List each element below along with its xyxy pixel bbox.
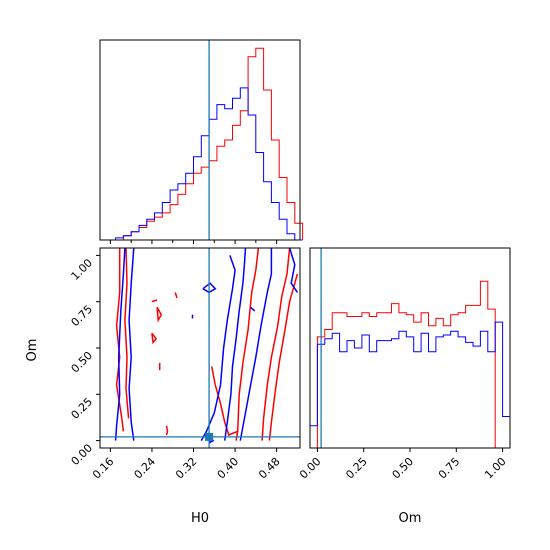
- contour-red-right-inner: [235, 247, 260, 441]
- frame-h0-hist: [99, 39, 301, 241]
- contour-red-island-2: [156, 306, 163, 323]
- contour-blue-island-3: [250, 306, 256, 312]
- contour-red-island-6: [174, 292, 178, 299]
- contour-blue-right-mid: [223, 247, 247, 441]
- contour-blue-edge: [288, 247, 299, 293]
- contour-red-island-3: [151, 332, 158, 345]
- xlabel-h0: H0: [191, 511, 209, 526]
- contour-red-left-outer: [115, 248, 125, 432]
- contour-red-mid: [210, 366, 238, 437]
- ylabel-om: Om: [25, 339, 40, 362]
- hist-om-blue: [309, 321, 511, 448]
- contour-blue-left-inner: [128, 247, 135, 441]
- contour-red-right-outer: [261, 247, 291, 441]
- contour-blue-left-outer: [114, 247, 126, 441]
- contour-red-island-1: [165, 425, 169, 436]
- hist-om-red: [310, 280, 510, 449]
- contour-red-right-edge: [268, 273, 299, 441]
- contour-red-island-5: [151, 299, 158, 303]
- contour-blue-island-1: [202, 282, 217, 294]
- hist-h0-blue: [100, 87, 303, 241]
- contour-blue-right-outer: [239, 248, 273, 441]
- contour-red-left-inner: [124, 247, 130, 419]
- truth-point: [205, 432, 214, 441]
- xlabel-om: Om: [399, 511, 422, 526]
